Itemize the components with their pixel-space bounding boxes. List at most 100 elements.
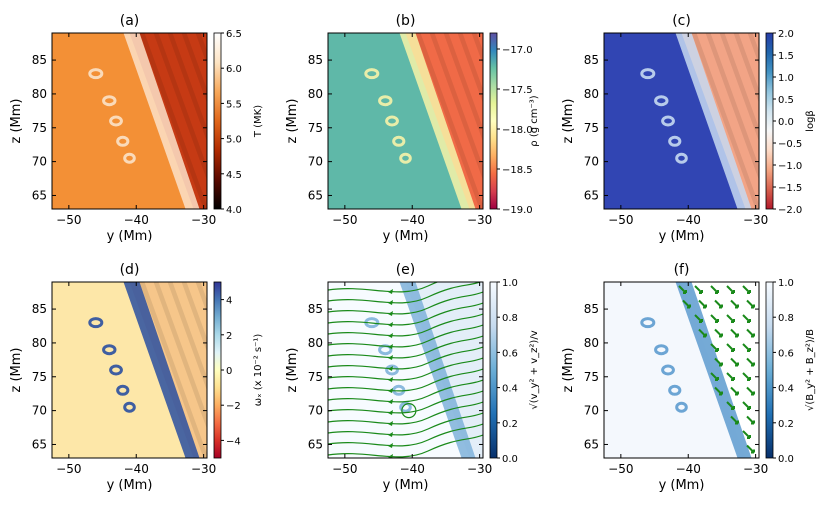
y-axis-label: z (Mm) <box>285 348 300 393</box>
colorbar-tick-label: −4 <box>226 436 241 447</box>
field-arrow <box>742 285 751 294</box>
streamline <box>328 357 483 381</box>
x-tick-label: −30 <box>743 213 768 227</box>
colorbar-tick-label: 4 <box>226 296 232 307</box>
y-tick-label: 85 <box>32 53 47 67</box>
vortex-roll <box>640 68 656 80</box>
streamline <box>328 401 483 425</box>
x-tick-label: −30 <box>191 462 216 476</box>
colorbar-label: T (MK) <box>253 105 264 138</box>
colorbar-label: logβ <box>805 110 816 132</box>
colorbar-tick-label: 4.0 <box>226 205 242 216</box>
y-tick-label: 65 <box>32 437 47 451</box>
colorbar-label: √(v_y² + v_z²)/v <box>529 330 540 409</box>
colorbar-tick-label: 0.0 <box>778 454 794 465</box>
colorbar-tick-label: 2 <box>226 331 232 342</box>
colorbar-label: ωₓ (x 10⁻² s⁻¹) <box>253 334 264 407</box>
x-axis-label: y (Mm) <box>383 478 429 493</box>
vortex-roll <box>364 68 380 80</box>
streamline-arrow <box>388 300 393 305</box>
streamline <box>328 412 483 436</box>
streamline <box>328 434 483 458</box>
x-tick-label: −50 <box>608 213 633 227</box>
panel-title: (e) <box>396 262 416 278</box>
streamline-arrow <box>388 410 393 415</box>
y-tick-label: 75 <box>32 370 47 384</box>
colorbar-tick-label: 0.0 <box>778 117 794 128</box>
y-tick-label: 65 <box>308 188 323 202</box>
y-axis-label: z (Mm) <box>9 348 24 393</box>
streamline <box>328 282 439 293</box>
field-streak <box>705 33 759 181</box>
y-tick-label: 75 <box>308 370 323 384</box>
field-arrow <box>710 314 719 323</box>
colorbar-tick-label: 4.5 <box>226 170 242 181</box>
y-tick-label: 80 <box>584 87 599 101</box>
field-arrow <box>730 299 739 309</box>
streamline-arrow <box>388 355 393 360</box>
field-arrow <box>730 415 739 425</box>
y-tick-label: 85 <box>32 302 47 316</box>
y-tick-label: 65 <box>308 437 323 451</box>
x-tick-label: −40 <box>124 462 149 476</box>
vortex-roll <box>378 95 393 107</box>
y-tick-label: 85 <box>308 302 323 316</box>
field-arrow <box>730 357 739 367</box>
y-tick-label: 65 <box>584 188 599 202</box>
panel-f: −50 −40 −30 65 70 75 80 85 (f) y (Mm) z (Mm) 0.0 0.2… <box>561 262 816 493</box>
y-tick-label: 80 <box>32 336 47 350</box>
field-arrow <box>726 372 735 381</box>
colorbar-tick-label: 5.0 <box>226 135 242 146</box>
colorbar <box>489 32 498 210</box>
field-arrow <box>682 299 691 309</box>
colorbar-tick-label: 6.0 <box>226 64 242 75</box>
field-streak <box>429 33 483 181</box>
plot-area <box>52 282 207 458</box>
field-arrow <box>698 299 707 309</box>
colorbar <box>765 281 774 459</box>
axes-frame <box>327 281 484 459</box>
field-streak <box>195 282 207 314</box>
field-arrow <box>726 343 735 352</box>
vortex-roll <box>661 115 675 127</box>
field-arrow <box>746 328 755 338</box>
panel-title: (f) <box>674 262 690 278</box>
y-tick-label: 75 <box>584 121 599 135</box>
field-arrow <box>726 401 735 410</box>
colorbar-tick-label: −0.5 <box>778 139 802 150</box>
vortex-roll <box>675 401 688 413</box>
vortex-roll <box>668 384 682 396</box>
y-tick-label: 80 <box>32 87 47 101</box>
vortex-roll <box>102 95 117 107</box>
colorbar-tick-label: 0.2 <box>502 419 518 430</box>
colorbar-tick-label: 2.0 <box>778 29 794 40</box>
colorbar-tick-label: 0.8 <box>502 313 518 324</box>
vortex-roll <box>668 135 682 147</box>
x-tick-label: −30 <box>743 462 768 476</box>
y-tick-label: 70 <box>308 155 323 169</box>
field-arrow <box>710 372 719 381</box>
colorbar-label: ρ (g cm⁻³) <box>529 95 540 146</box>
colorbar-tick-label: 0.4 <box>502 384 518 395</box>
streamline <box>328 282 482 304</box>
colorbar-tick-label: 6.5 <box>226 29 242 40</box>
colorbar-tick-label: −18.5 <box>502 165 533 176</box>
field-streak <box>719 33 759 142</box>
y-tick-label: 70 <box>32 404 47 418</box>
axes-frame <box>327 32 484 210</box>
field-streak <box>167 282 207 391</box>
streamline-arrow <box>388 322 393 327</box>
field-arrow <box>746 299 755 309</box>
plot-area <box>52 33 207 209</box>
y-tick-label: 65 <box>584 437 599 451</box>
vortex-roll <box>385 115 399 127</box>
field-streak <box>167 33 207 142</box>
streamline <box>328 291 483 315</box>
field-streak <box>733 33 759 104</box>
plot-area <box>604 33 759 209</box>
x-tick-label: −40 <box>400 213 425 227</box>
y-axis-label: z (Mm) <box>9 99 24 144</box>
panel-title: (d) <box>120 262 140 278</box>
field-arrow <box>742 314 751 323</box>
y-tick-label: 70 <box>584 404 599 418</box>
